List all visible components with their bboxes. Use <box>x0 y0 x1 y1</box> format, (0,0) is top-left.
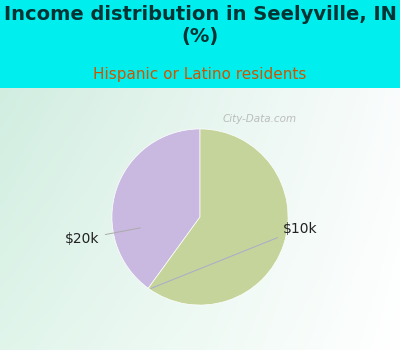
Text: City-Data.com: City-Data.com <box>222 114 297 124</box>
Text: Income distribution in Seelyville, IN
(%): Income distribution in Seelyville, IN (%… <box>4 5 396 46</box>
Text: Hispanic or Latino residents: Hispanic or Latino residents <box>93 67 307 82</box>
Text: $10k: $10k <box>151 222 318 288</box>
Text: $20k: $20k <box>65 228 140 246</box>
Wedge shape <box>148 129 288 305</box>
Wedge shape <box>112 129 200 288</box>
